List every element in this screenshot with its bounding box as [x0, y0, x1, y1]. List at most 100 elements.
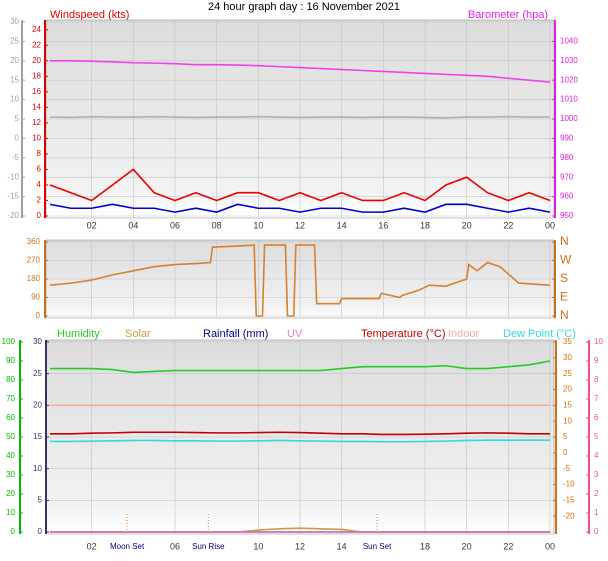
y-tick-label: 10 — [594, 337, 603, 346]
y-tick-label: 0 — [37, 211, 42, 220]
y-tick-label: 0 — [594, 527, 599, 536]
y-tick-label: -10 — [563, 480, 575, 489]
y-tick-label: 980 — [560, 153, 574, 162]
y-tick-label: 2 — [594, 489, 599, 498]
y-tick-label: 15 — [33, 432, 42, 441]
x-tick-label: 02 — [87, 541, 97, 551]
x-tick-label: 06 — [170, 220, 180, 230]
y-tick-label: 270 — [27, 256, 41, 265]
series-line — [49, 115, 550, 119]
y-tick-label: -20 — [563, 511, 575, 520]
y-tick-label: 25 — [10, 37, 19, 46]
x-tick-label: 14 — [337, 541, 347, 551]
y-tick-label: 10 — [563, 416, 572, 425]
series-line — [49, 244, 551, 317]
y-tick-label: 0 — [38, 527, 43, 536]
y-tick-label: 18 — [32, 71, 41, 80]
x-tick-label: 10 — [253, 220, 263, 230]
x-tick-label: 10 — [253, 541, 263, 551]
x-tick-label: 00 — [545, 541, 555, 551]
y-tick-label: 30 — [563, 353, 572, 362]
y-tick-label: 5 — [15, 114, 20, 123]
x-tick-label: 04 — [128, 220, 138, 230]
y-tick-label: -20 — [7, 211, 19, 220]
y-tick-label: 4 — [594, 451, 599, 460]
y-tick-label: 30 — [10, 17, 19, 26]
x-tick-label: 18 — [420, 220, 430, 230]
y-tick-label: 70 — [6, 394, 15, 403]
y-tick-label: 20 — [10, 56, 19, 65]
y-tick-label: 0 — [563, 448, 568, 457]
legend-label: UV — [287, 328, 303, 340]
y-tick-label: 360 — [27, 237, 41, 246]
y-tick-label: 8 — [37, 149, 42, 158]
y-tick-label: 24 — [32, 25, 41, 34]
y-tick-label: 1030 — [560, 56, 578, 65]
y-tick-label: 100 — [2, 337, 16, 346]
y-tick-label: 10 — [6, 508, 15, 517]
x-tick-label: 22 — [503, 541, 513, 551]
x-tick-label: 22 — [503, 220, 513, 230]
x-tick-label: 00 — [545, 220, 555, 230]
y-tick-label: 15 — [563, 400, 572, 409]
y-tick-label: 5 — [594, 432, 599, 441]
y-tick-label: 0 — [11, 527, 16, 536]
event-label: Sun Rise — [192, 542, 225, 551]
y-tick-label: 35 — [563, 337, 572, 346]
y-tick-label: E — [560, 290, 568, 304]
y-tick-label: 3 — [594, 470, 599, 479]
y-tick-label: 14 — [32, 102, 41, 111]
legend-label: Rainfall (mm) — [203, 328, 268, 340]
y-tick-label: 970 — [560, 172, 574, 181]
y2-axis-title: Barometer (hpa) — [468, 9, 548, 21]
y-tick-label: 0 — [36, 311, 41, 320]
series-line — [49, 168, 551, 202]
y-tick-label: S — [560, 271, 568, 285]
y-tick-label: 16 — [32, 87, 41, 96]
legend-label: Indoor — [448, 328, 480, 340]
y-tick-label: 6 — [594, 413, 599, 422]
x-tick-label: 12 — [295, 541, 305, 551]
y-tick-label: 6 — [37, 165, 42, 174]
y-tick-label: 8 — [594, 375, 599, 384]
y-tick-label: 20 — [32, 56, 41, 65]
y-tick-label: 22 — [32, 40, 41, 49]
y-tick-label: 20 — [563, 385, 572, 394]
y-tick-label: 90 — [31, 293, 40, 302]
y-tick-label: 1040 — [560, 37, 578, 46]
x-tick-label: 14 — [337, 220, 347, 230]
y-tick-label: -10 — [7, 172, 19, 181]
y-tick-label: -15 — [563, 495, 575, 504]
y-tick-label: 25 — [33, 369, 42, 378]
y-tick-label: 30 — [33, 337, 42, 346]
y-tick-label: 1000 — [560, 114, 578, 123]
y-tick-label: 7 — [594, 394, 599, 403]
x-tick-label: 06 — [170, 541, 180, 551]
x-tick-label: 12 — [295, 220, 305, 230]
series-line — [49, 203, 551, 213]
legend-label: Humidity — [57, 328, 100, 340]
x-tick-label: 02 — [87, 220, 97, 230]
x-tick-label: 20 — [462, 541, 472, 551]
series-line — [50, 439, 550, 443]
y-tick-label: 12 — [32, 118, 41, 127]
series-line — [50, 60, 551, 83]
event-label: Sun Set — [363, 542, 392, 551]
legend-label: Dew Point (°C) — [503, 328, 576, 340]
y-tick-label: 960 — [560, 192, 574, 201]
event-label: Moon Set — [110, 542, 145, 551]
y-tick-label: 40 — [6, 451, 15, 460]
y-tick-label: 4 — [37, 180, 42, 189]
chart-title: 24 hour graph day : 16 November 2021 — [208, 1, 400, 13]
series-line — [50, 360, 551, 374]
x-tick-label: 20 — [462, 220, 472, 230]
y-tick-label: W — [560, 253, 572, 267]
y-tick-label: 180 — [27, 274, 41, 283]
y-tick-label: 1010 — [560, 95, 578, 104]
y-tick-label: 80 — [6, 375, 15, 384]
y-tick-label: 0 — [15, 134, 20, 143]
x-tick-label: 16 — [378, 220, 388, 230]
y-tick-label: 5 — [38, 495, 43, 504]
y-tick-label: 10 — [33, 464, 42, 473]
